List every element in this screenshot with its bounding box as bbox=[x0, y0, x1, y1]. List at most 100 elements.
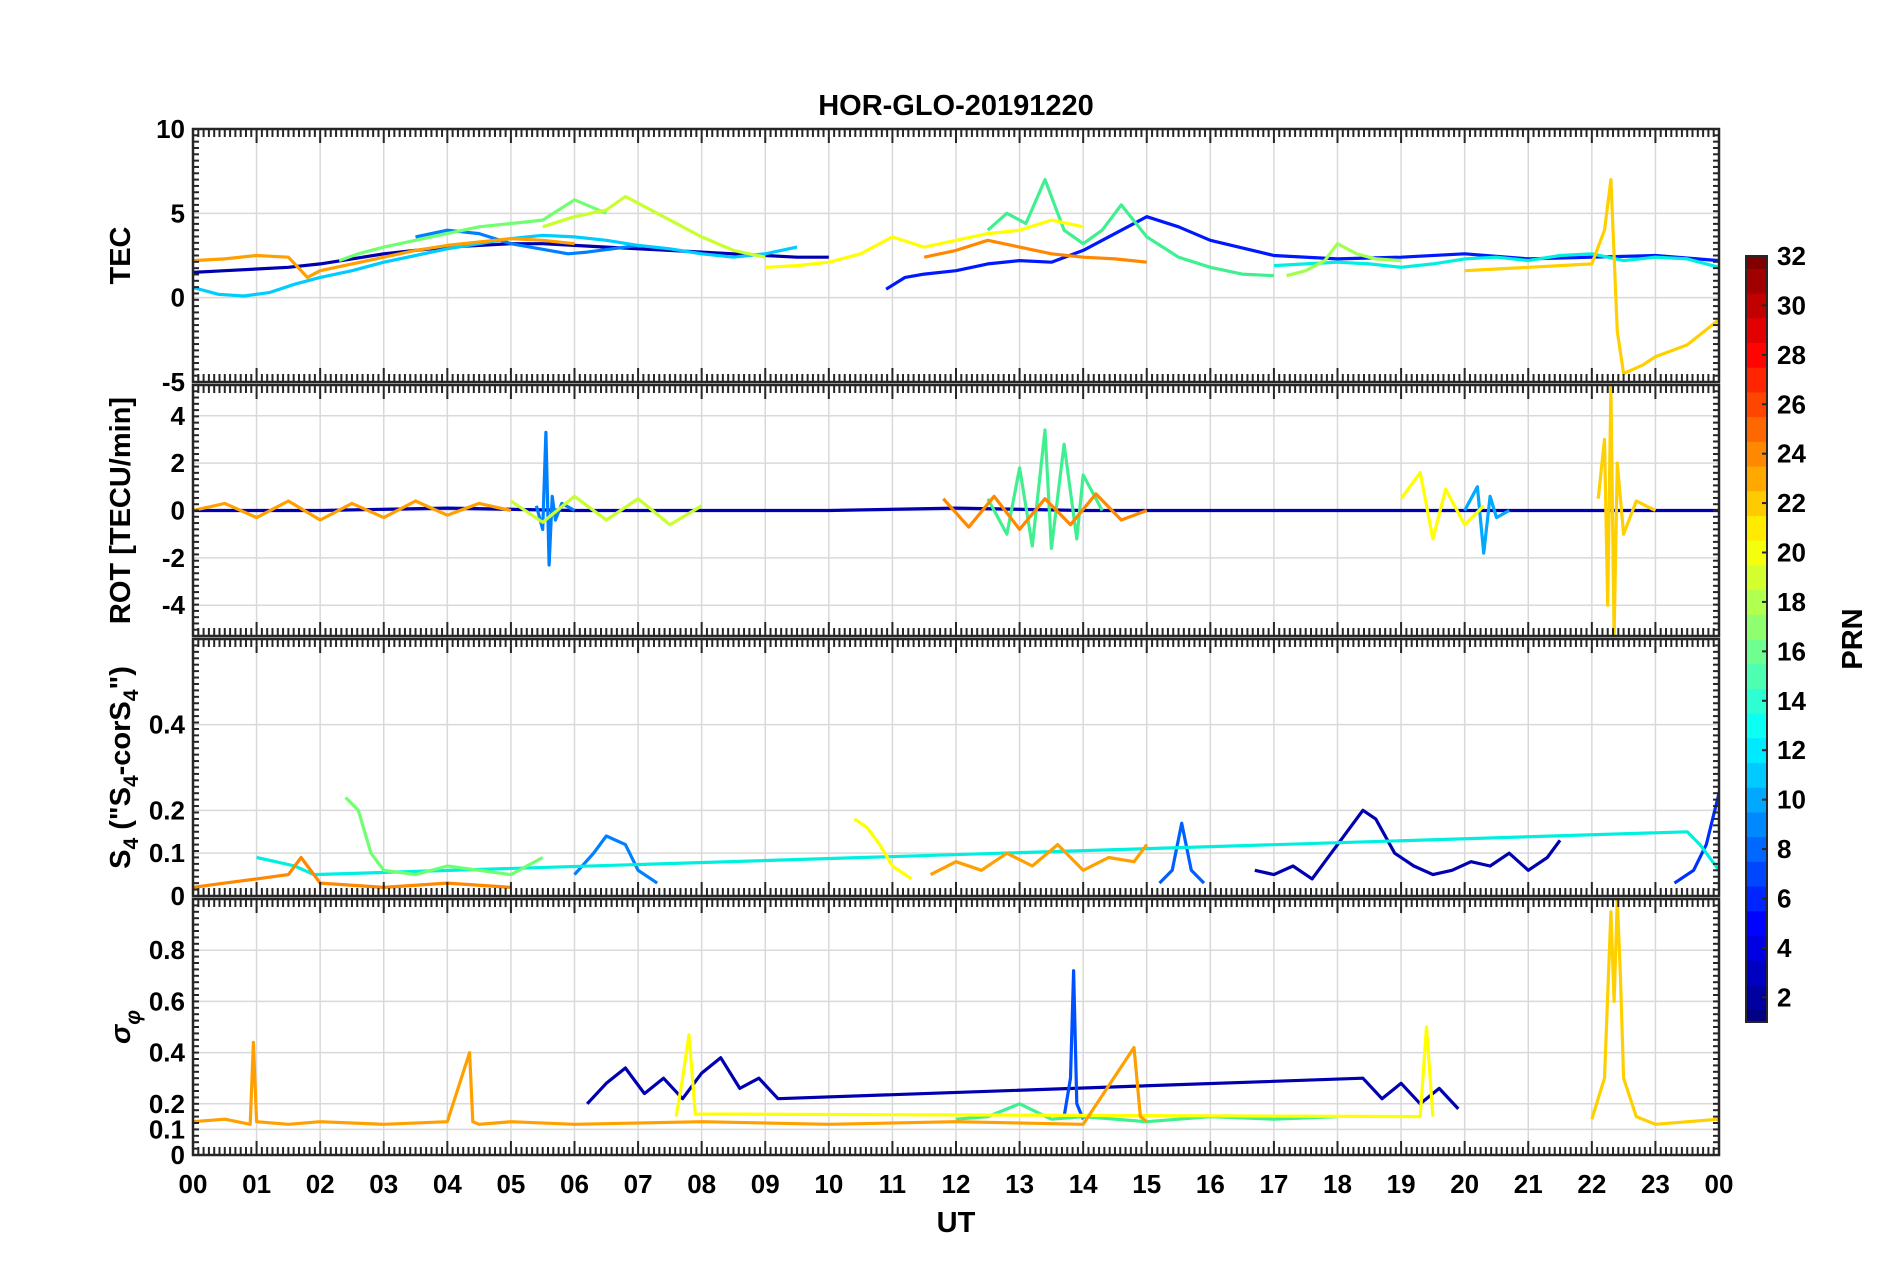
x-tick-label: 00 bbox=[179, 1169, 208, 1199]
series-prn-15 bbox=[986, 428, 1104, 551]
series-prn-22 bbox=[193, 1040, 1148, 1126]
panel-3-series bbox=[193, 792, 1719, 890]
colorbar-tick-label: 8 bbox=[1777, 834, 1791, 864]
panel-2-series bbox=[193, 385, 1719, 636]
x-tick-label: 17 bbox=[1259, 1169, 1288, 1199]
colorbar-tick-label: 2 bbox=[1777, 982, 1791, 1012]
colorbar-tick-label: 26 bbox=[1777, 389, 1806, 419]
panel-4-ticks bbox=[192, 898, 1720, 1156]
series-prn-22 bbox=[193, 237, 575, 279]
series-prn-13 bbox=[1273, 252, 1719, 269]
panel-1-ytick-label: 0 bbox=[171, 283, 185, 313]
panel-2: -4 -2 0 2 4 ROT [TECU/min] bbox=[105, 383, 1721, 638]
panel-4-ytick-label: 0 bbox=[171, 1140, 185, 1170]
colorbar-segment bbox=[1746, 589, 1767, 615]
panel-2-ytick-label: 0 bbox=[171, 496, 185, 526]
panel-1-series bbox=[193, 178, 1719, 376]
colorbar-segment bbox=[1746, 515, 1767, 541]
colorbar-segment bbox=[1746, 984, 1767, 1011]
panel-2-ticks bbox=[192, 384, 1720, 637]
series-prn-16 bbox=[344, 796, 544, 877]
series-prn-18 bbox=[510, 494, 703, 527]
colorbar-segment bbox=[1746, 910, 1767, 937]
x-tick-label: 10 bbox=[814, 1169, 843, 1199]
panel-3: 0 0.1 0.2 0.4S4 ("S4-corS4") bbox=[105, 637, 1721, 911]
colorbar-segment bbox=[1746, 886, 1767, 912]
x-tick-label: 04 bbox=[433, 1169, 462, 1199]
colorbar-tick-label: 6 bbox=[1777, 883, 1791, 913]
colorbar-segment bbox=[1746, 861, 1767, 887]
series-prn-5 bbox=[1062, 969, 1085, 1120]
x-tick-label: 23 bbox=[1641, 1169, 1670, 1199]
panel-3-ticks bbox=[192, 638, 1720, 897]
series-prn-17 bbox=[1286, 242, 1402, 278]
x-tick-label: 08 bbox=[687, 1169, 716, 1199]
series-prn-21 bbox=[1464, 178, 1719, 376]
colorbar-tick-label: 10 bbox=[1777, 785, 1806, 815]
series-prn-15 bbox=[986, 178, 1274, 278]
panel-4-ylabel: σφ bbox=[105, 1010, 145, 1044]
x-axis-label: UT bbox=[937, 1207, 976, 1239]
panel-4-ytick-label: 0.2 bbox=[149, 1089, 185, 1119]
colorbar-segment bbox=[1746, 367, 1767, 393]
series-prn-23 bbox=[942, 492, 1148, 532]
series-prn-7 bbox=[415, 228, 639, 256]
x-tick-label: 14 bbox=[1069, 1169, 1098, 1199]
panel-2-ytick-label: -4 bbox=[162, 590, 186, 620]
colorbar-tick-label: 32 bbox=[1777, 241, 1806, 271]
colorbar-tick-label: 14 bbox=[1777, 686, 1806, 716]
x-tick-label: 18 bbox=[1323, 1169, 1352, 1199]
panel-2-ytick-label: 2 bbox=[171, 448, 185, 478]
colorbar-segment bbox=[1746, 317, 1767, 343]
panel-1-ytick-label: 10 bbox=[156, 114, 185, 144]
colorbar-label: PRN bbox=[1837, 608, 1869, 669]
panel-3-ylabel: S4 ("S4-corS4") bbox=[105, 666, 143, 869]
series-prn-13 bbox=[256, 830, 1719, 877]
colorbar-tick-label: 16 bbox=[1777, 636, 1806, 666]
colorbar-tick-label: 28 bbox=[1777, 340, 1806, 370]
series-prn-7 bbox=[573, 834, 659, 885]
colorbar-segment bbox=[1746, 614, 1767, 640]
panel-1-ticks bbox=[192, 128, 1720, 383]
panel-4-ytick-label: 0.1 bbox=[149, 1114, 185, 1144]
colorbar-segment bbox=[1746, 293, 1767, 319]
x-tick-label: 20 bbox=[1450, 1169, 1479, 1199]
colorbar-segment bbox=[1746, 391, 1767, 418]
colorbar-segment bbox=[1746, 713, 1767, 739]
x-tick-label: 00 bbox=[1705, 1169, 1734, 1199]
colorbar-segment bbox=[1746, 342, 1767, 368]
panel-1-ytick-label: 5 bbox=[171, 198, 185, 228]
series-prn-7 bbox=[534, 430, 576, 567]
x-tick-label: 06 bbox=[560, 1169, 589, 1199]
series-prn-2 bbox=[1254, 808, 1562, 881]
series-prn-23 bbox=[923, 238, 1147, 264]
colorbar-segment bbox=[1746, 490, 1767, 516]
colorbar-tick-label: 20 bbox=[1777, 538, 1806, 568]
colorbar-tick-label: 4 bbox=[1777, 933, 1792, 963]
series-prn-4 bbox=[1673, 792, 1719, 885]
x-tick-label: 11 bbox=[879, 1169, 907, 1199]
series-prn-2 bbox=[586, 1056, 1460, 1110]
panel-2-ytick-label: -2 bbox=[162, 543, 185, 573]
colorbar-segment bbox=[1746, 268, 1767, 294]
colorbar-segment bbox=[1746, 663, 1767, 689]
series-prn-20 bbox=[853, 817, 913, 881]
series-prn-21 bbox=[1590, 899, 1719, 1126]
panel-2-ytick-label: 4 bbox=[171, 401, 186, 431]
colorbar-segment bbox=[1746, 935, 1767, 961]
x-tick-label: 22 bbox=[1577, 1169, 1606, 1199]
colorbar-tick-label: 30 bbox=[1777, 290, 1806, 320]
series-prn-22 bbox=[193, 499, 512, 522]
series-prn-18 bbox=[542, 194, 766, 259]
x-tick-label: 16 bbox=[1196, 1169, 1225, 1199]
colorbar-segment bbox=[1746, 688, 1767, 714]
panel-3-grid bbox=[192, 639, 1720, 897]
colorbar-segment bbox=[1746, 540, 1767, 566]
colorbar-tick-label: 12 bbox=[1777, 735, 1806, 765]
panel-2-ylabel: ROT [TECU/min] bbox=[105, 397, 137, 624]
series-prn-23 bbox=[193, 855, 512, 890]
series-prn-22 bbox=[929, 842, 1149, 877]
colorbar-segment bbox=[1746, 960, 1767, 986]
